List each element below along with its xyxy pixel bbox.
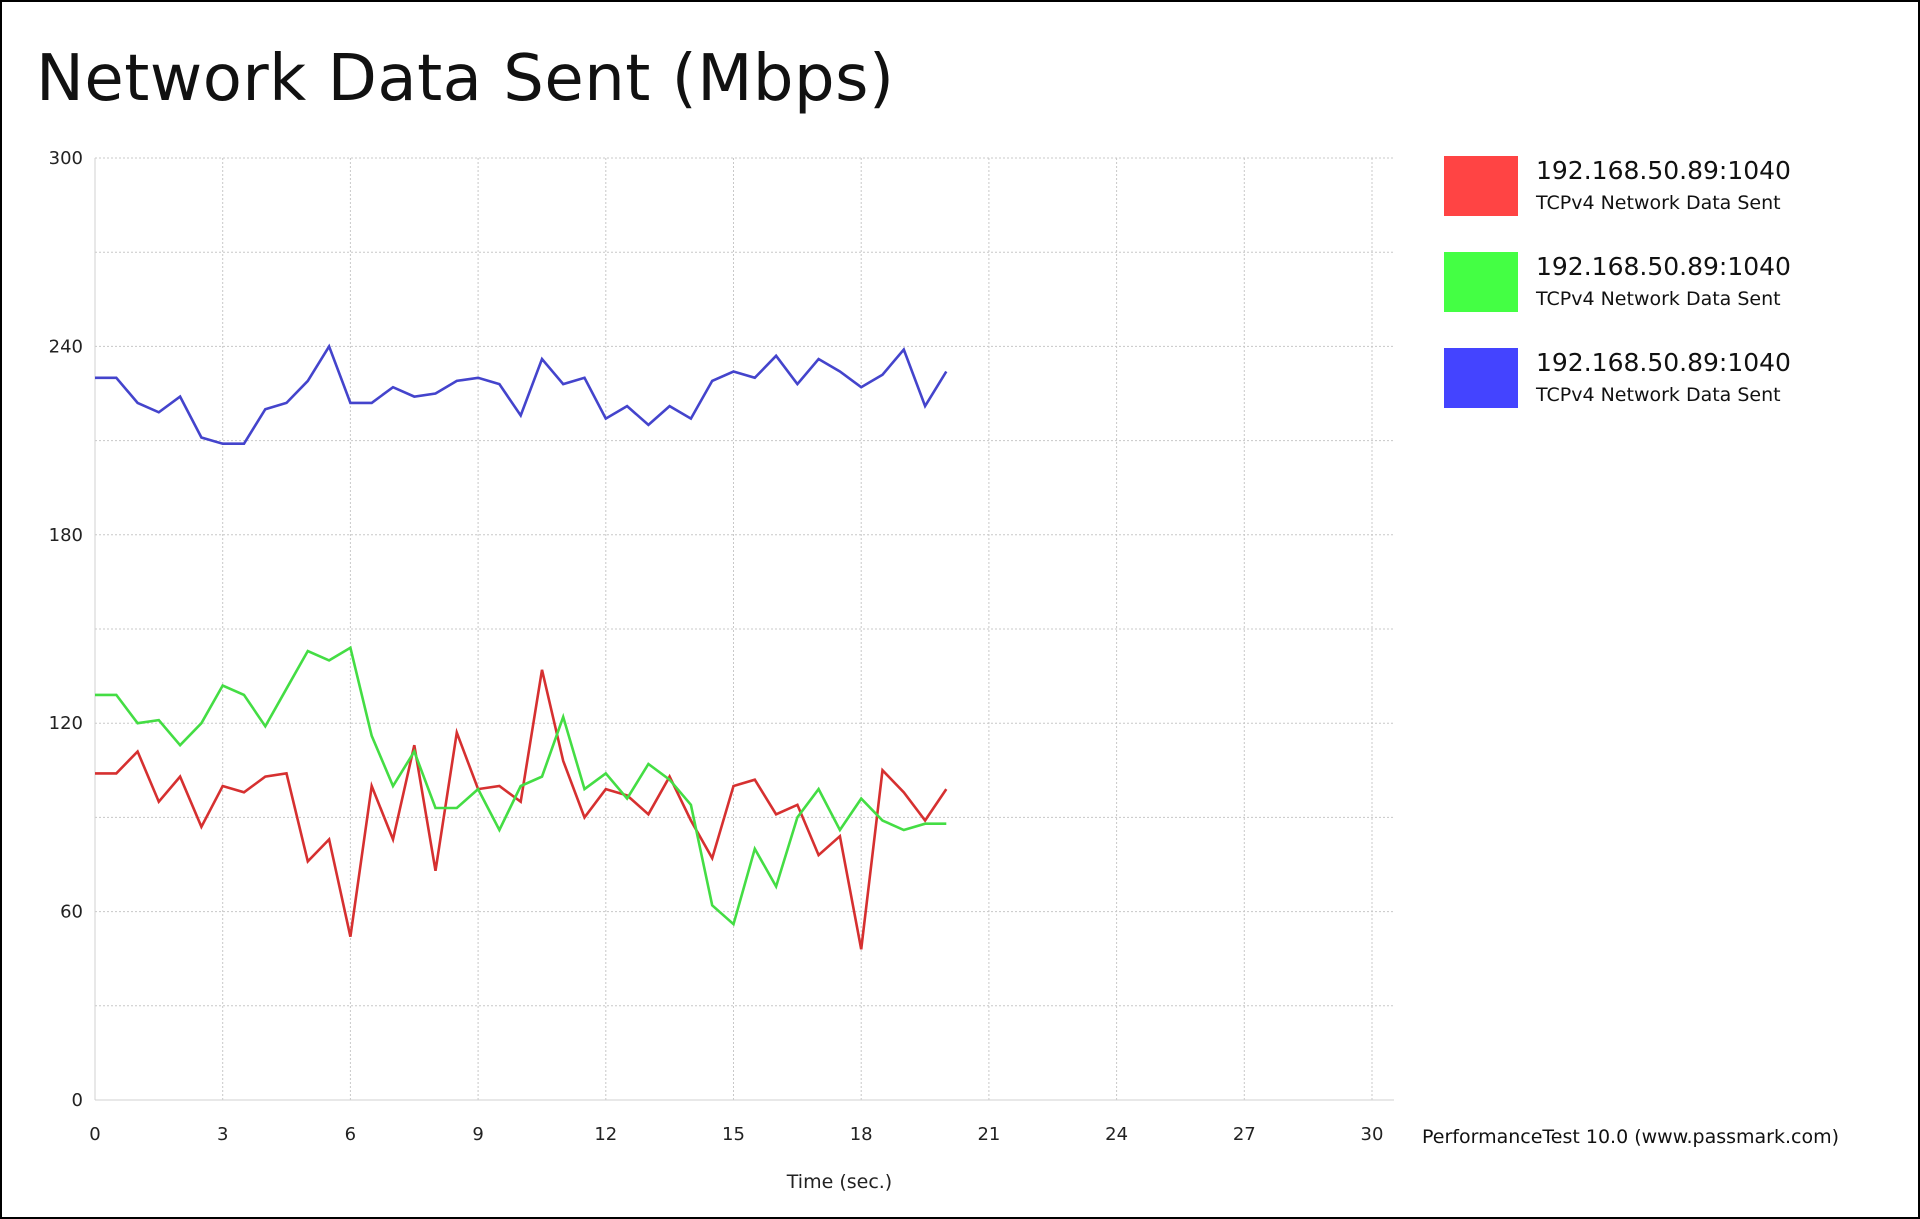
series-line-3 — [95, 343, 948, 446]
y-tick-label: 240 — [49, 336, 83, 357]
legend-swatch-red — [1444, 156, 1518, 216]
series-line-1 — [95, 669, 948, 950]
x-tick-label: 15 — [722, 1124, 745, 1145]
x-tick-label: 3 — [217, 1124, 228, 1145]
chart-title: Network Data Sent (Mbps) — [36, 42, 895, 116]
x-tick-label: 18 — [850, 1124, 873, 1145]
x-tick-label: 9 — [472, 1124, 483, 1145]
y-tick-label: 0 — [72, 1090, 83, 1111]
x-tick-label: 24 — [1105, 1124, 1128, 1145]
legend-swatch-blue — [1444, 348, 1518, 408]
legend-label: 192.168.50.89:1040 — [1536, 348, 1791, 377]
credit-text: PerformanceTest 10.0 (www.passmark.com) — [1422, 1126, 1840, 1148]
x-tick-label: 21 — [977, 1124, 1000, 1145]
legend-label: 192.168.50.89:1040 — [1536, 156, 1791, 185]
legend-sublabel: TCPv4 Network Data Sent — [1536, 192, 1781, 214]
y-tick-label: 180 — [49, 525, 83, 546]
x-tick-label: 6 — [345, 1124, 356, 1145]
legend-swatch-green — [1444, 252, 1518, 312]
legend-label: 192.168.50.89:1040 — [1536, 252, 1791, 281]
x-tick-label: 0 — [89, 1124, 100, 1145]
x-axis-label: Time (sec.) — [786, 1171, 892, 1193]
x-tick-label: 12 — [594, 1124, 617, 1145]
legend-sublabel: TCPv4 Network Data Sent — [1536, 384, 1781, 406]
x-tick-label: 27 — [1233, 1124, 1256, 1145]
series-line-2 — [95, 645, 947, 927]
x-tick-label: 30 — [1361, 1124, 1384, 1145]
y-tick-label: 60 — [60, 902, 83, 923]
y-tick-label: 120 — [49, 713, 83, 734]
legend-sublabel: TCPv4 Network Data Sent — [1536, 288, 1781, 310]
y-tick-label: 300 — [49, 148, 83, 169]
